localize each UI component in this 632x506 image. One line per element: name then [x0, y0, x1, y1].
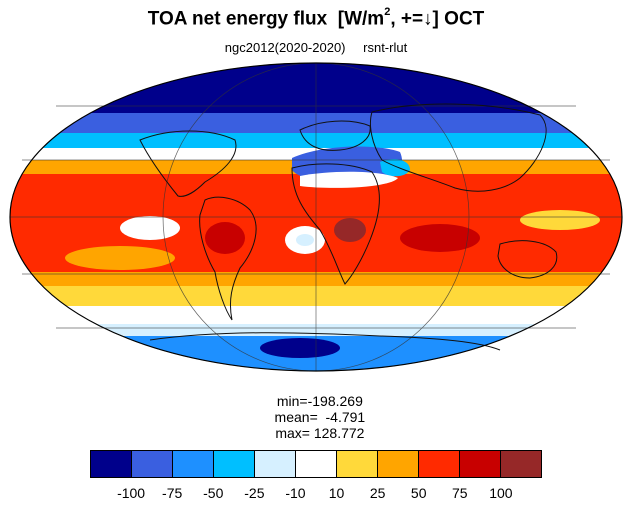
coast-antarctica: [149, 332, 501, 351]
antarctica-interior: [260, 338, 340, 358]
coast-asia: [369, 103, 547, 192]
pacific-warm: [65, 246, 175, 270]
colorbar-tick-label: 50: [410, 485, 427, 501]
stat-max: max= 128.772: [275, 425, 365, 441]
colorbar-tick-label: 75: [452, 485, 468, 501]
coast-north-america: [139, 130, 237, 197]
colorbar-tick-label: -10: [285, 485, 306, 501]
colorbar-tick-label: -75: [162, 485, 183, 501]
colorbar-tick-label: -100: [117, 485, 146, 501]
coastlines: [139, 103, 558, 351]
map-outline: [9, 62, 623, 372]
colorbar-cell: [132, 451, 173, 477]
variable-label: rsnt-rlut: [363, 40, 408, 55]
colorbar-cell: [296, 451, 337, 477]
map-title: TOA net energy flux [W/m2, +=↓] OCT: [0, 6, 632, 30]
colorbar-cell: [214, 451, 255, 477]
map-subtitle: ngc2012(2020-2020) rsnt-rlut: [0, 40, 632, 55]
stat-min: min=-198.269: [276, 393, 363, 409]
colorbar-tick-label: 10: [328, 485, 345, 501]
west-pacific-warm: [520, 210, 600, 230]
colorbar-cell: [501, 451, 541, 477]
run-label: ngc2012(2020-2020): [224, 40, 346, 55]
colorbar-cell: [255, 451, 296, 477]
colorbar-cell: [419, 451, 460, 477]
title-superscript: 2: [384, 6, 391, 18]
coast-australia: [497, 240, 558, 279]
indian-ocean-core: [400, 224, 480, 252]
coast-africa: [291, 163, 380, 285]
colorbar-cell: [337, 451, 378, 477]
colorbar-cell: [91, 451, 132, 477]
colorbar-tick-label: -50: [203, 485, 224, 501]
arabia-region: [380, 159, 410, 177]
colorbar: [90, 450, 542, 478]
title-suffix: , +=↓] OCT: [390, 8, 485, 30]
africa-core: [334, 218, 366, 242]
sahara-white: [300, 171, 398, 188]
title-text: TOA net energy flux [W/m: [147, 8, 385, 30]
east-pacific-cloud: [120, 216, 180, 240]
south-america-core: [205, 222, 245, 254]
colorbar-cell: [378, 451, 419, 477]
africa-cloud-core: [296, 234, 314, 246]
colorbar-cell: [173, 451, 214, 477]
coast-south-america: [199, 196, 257, 321]
colorbar-tick-label: 100: [489, 485, 513, 501]
coast-europe: [299, 120, 371, 151]
colorbar-tick-label: 25: [369, 485, 386, 501]
colorbar-tick-label: -25: [244, 485, 265, 501]
map-stats: min=-198.269 mean= -4.791 max= 128.772: [0, 377, 632, 441]
colorbar-cell: [460, 451, 501, 477]
stat-mean: mean= -4.791: [274, 409, 366, 425]
